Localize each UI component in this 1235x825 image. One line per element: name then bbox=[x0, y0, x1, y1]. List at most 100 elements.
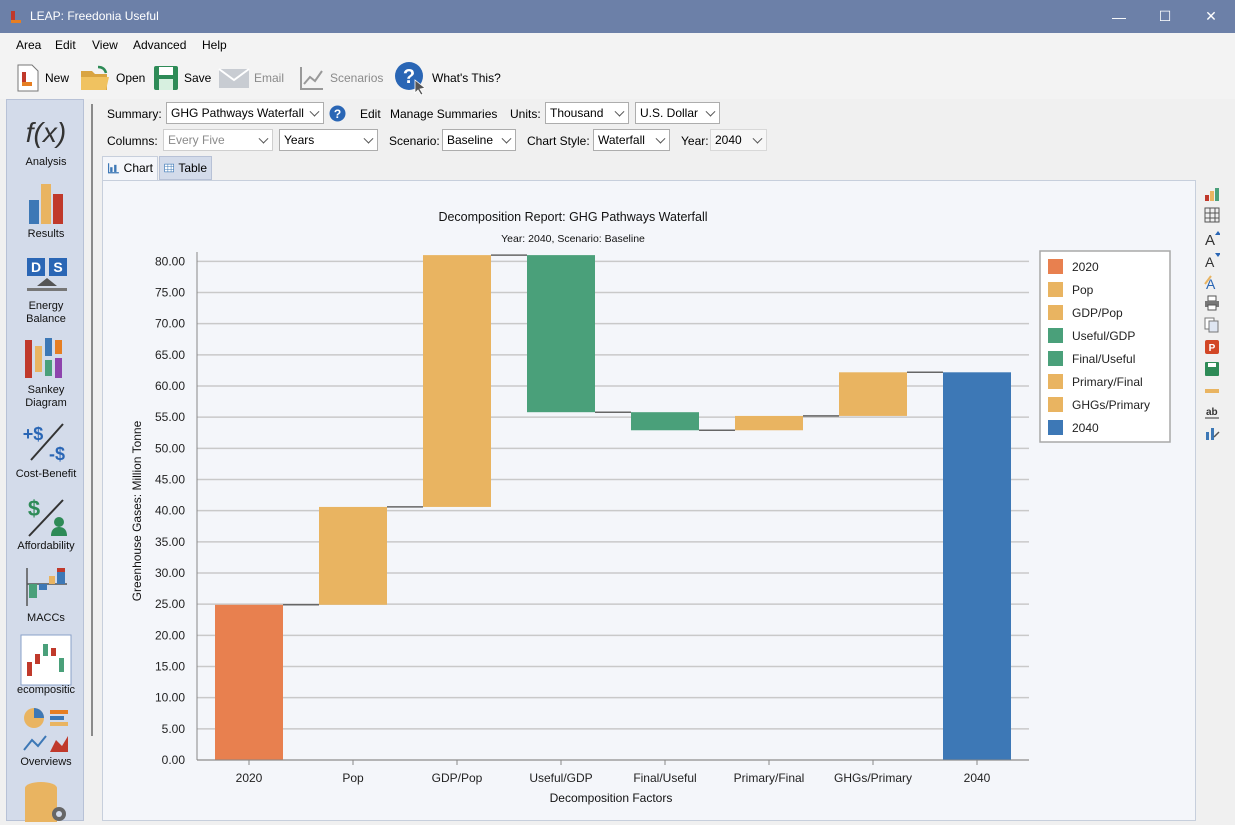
chevron-down-icon bbox=[309, 106, 320, 117]
x-tick-label: Pop bbox=[342, 771, 364, 785]
chart-legend: 2020 Pop GDP/Pop Useful/GDP Final/Useful Prim… bbox=[1039, 250, 1171, 443]
powerpoint-icon[interactable]: P bbox=[1204, 339, 1220, 355]
svg-text:A: A bbox=[1206, 276, 1216, 290]
print-icon[interactable] bbox=[1204, 295, 1220, 311]
database-gear-icon bbox=[25, 782, 66, 822]
units-select-value: Thousand bbox=[550, 106, 604, 120]
sidebar-item-analysis[interactable]: f(x) Analysis bbox=[7, 110, 85, 172]
maximize-button[interactable]: ☐ bbox=[1142, 0, 1188, 33]
y-tick-label: 45.00 bbox=[155, 473, 185, 487]
chevron-down-icon bbox=[614, 106, 625, 117]
y-tick-label: 40.00 bbox=[155, 504, 185, 518]
email-button[interactable]: Email bbox=[218, 57, 284, 99]
whats-this-button[interactable]: ? What's This? bbox=[394, 57, 501, 99]
menu-help[interactable]: Help bbox=[202, 38, 227, 52]
waterfall-bar bbox=[943, 372, 1011, 760]
close-button[interactable]: ✕ bbox=[1188, 0, 1234, 33]
font-increase-icon[interactable]: A bbox=[1204, 230, 1220, 246]
legend-entry: GHGs/Primary bbox=[1072, 398, 1150, 412]
columns-select[interactable]: Every Five bbox=[163, 129, 273, 151]
menu-advanced[interactable]: Advanced bbox=[133, 38, 187, 52]
scenario-select[interactable]: Baseline bbox=[442, 129, 516, 151]
font-style-icon[interactable]: A bbox=[1204, 274, 1220, 290]
y-tick-label: 20.00 bbox=[155, 628, 185, 642]
summary-select-value: GHG Pathways Waterfall bbox=[171, 106, 304, 120]
waterfall-bar bbox=[735, 415, 803, 431]
minimize-icon: — bbox=[1112, 8, 1126, 25]
tab-table-label: Table bbox=[178, 161, 207, 175]
sidebar-item-overviews[interactable]: Overviews bbox=[7, 706, 85, 770]
sidebar-item-affordability[interactable]: $ Affordability bbox=[7, 494, 85, 556]
save-disk-icon bbox=[154, 66, 178, 90]
function-icon: f(x) bbox=[26, 117, 66, 148]
legend-swatch bbox=[1048, 374, 1063, 389]
x-tick-label: GDP/Pop bbox=[432, 771, 483, 785]
y-tick-label: 60.00 bbox=[155, 379, 185, 393]
manage-summaries-link[interactable]: Manage Summaries bbox=[390, 107, 498, 121]
chart-title: Decomposition Report: GHG Pathways Water… bbox=[438, 210, 707, 224]
legend-entry: 2040 bbox=[1072, 421, 1099, 435]
y-tick-label: 15.00 bbox=[155, 660, 185, 674]
svg-text:?: ? bbox=[334, 107, 341, 121]
legend-swatch bbox=[1048, 351, 1063, 366]
scenarios-button[interactable]: Scenarios bbox=[298, 57, 383, 99]
sidebar-item-sankey[interactable]: Sankey Diagram bbox=[7, 336, 85, 410]
x-axis-ticks: 2020 Pop GDP/Pop Useful/GDP Final/Useful Prim… bbox=[236, 760, 991, 785]
svg-text:D: D bbox=[31, 259, 41, 275]
x-tick-label: Final/Useful bbox=[633, 771, 696, 785]
sidebar-item-database[interactable] bbox=[7, 780, 85, 822]
sidebar-item-cost-benefit[interactable]: +$ -$ Cost-Benefit bbox=[7, 420, 85, 482]
svg-text:P: P bbox=[1209, 343, 1216, 354]
chart-style-select[interactable]: Waterfall bbox=[593, 129, 670, 151]
data-labels-icon[interactable]: ab bbox=[1204, 404, 1220, 420]
grid-icon[interactable] bbox=[1204, 207, 1220, 223]
legend-box bbox=[1039, 250, 1171, 443]
close-icon: ✕ bbox=[1205, 8, 1217, 24]
year-select[interactable]: 2040 bbox=[710, 129, 767, 151]
menu-view[interactable]: View bbox=[92, 38, 118, 52]
tab-chart[interactable]: Chart bbox=[102, 156, 158, 180]
legend-entry: Final/Useful bbox=[1072, 352, 1135, 366]
whats-this-label: What's This? bbox=[432, 71, 501, 85]
font-decrease-icon[interactable]: A bbox=[1204, 252, 1220, 268]
sidebar-item-decomposition[interactable]: ecompositic bbox=[7, 632, 85, 696]
waterfall-bar bbox=[215, 604, 283, 760]
chart-type-icon[interactable] bbox=[1204, 425, 1220, 441]
summary-select[interactable]: GHG Pathways Waterfall bbox=[166, 102, 324, 124]
save-chart-icon[interactable] bbox=[1204, 361, 1220, 377]
y-axis-ticks: 0.00 5.00 10.00 15.00 20.00 25.00 30.00 35.00 40… bbox=[155, 254, 185, 767]
menu-edit[interactable]: Edit bbox=[55, 38, 76, 52]
panel-splitter[interactable] bbox=[91, 104, 93, 736]
save-button[interactable]: Save bbox=[152, 57, 211, 99]
y-tick-label: 50.00 bbox=[155, 441, 185, 455]
sidebar-item-maccs[interactable]: MACCs bbox=[7, 564, 85, 626]
open-button[interactable]: Open bbox=[80, 57, 145, 99]
columns-unit-select[interactable]: Years bbox=[279, 129, 378, 151]
sidebar-item-results[interactable]: Results bbox=[7, 182, 85, 244]
x-axis-label: Decomposition Factors bbox=[550, 791, 673, 805]
tab-table[interactable]: Table bbox=[159, 156, 212, 180]
title-bar: LEAP: Freedonia Useful — ☐ ✕ bbox=[0, 0, 1235, 33]
menu-area[interactable]: Area bbox=[16, 38, 42, 52]
line-style-icon[interactable] bbox=[1204, 383, 1220, 399]
edit-summary-link[interactable]: Edit bbox=[360, 107, 381, 121]
scenarios-label: Scenarios bbox=[330, 71, 384, 85]
minimize-button[interactable]: — bbox=[1096, 0, 1142, 33]
summary-help-icon[interactable]: ? bbox=[329, 105, 346, 122]
currency-select[interactable]: U.S. Dollar bbox=[635, 102, 720, 124]
sidebar-item-label: ecompositic bbox=[16, 684, 76, 696]
palette-icon[interactable] bbox=[1204, 186, 1220, 202]
legend-entry: Primary/Final bbox=[1072, 375, 1143, 389]
y-axis-label: Greenhouse Gases: Million Tonne bbox=[130, 420, 144, 601]
new-button[interactable]: New bbox=[15, 57, 69, 99]
year-select-value: 2040 bbox=[715, 133, 742, 147]
units-select[interactable]: Thousand bbox=[545, 102, 629, 124]
copy-icon[interactable] bbox=[1204, 317, 1220, 333]
columns-unit-value: Years bbox=[284, 133, 315, 147]
x-tick-label: Useful/GDP bbox=[529, 771, 592, 785]
overviews-icon bbox=[23, 708, 68, 752]
sidebar-item-label: Affordability bbox=[17, 540, 75, 552]
summary-label: Summary: bbox=[107, 107, 162, 121]
